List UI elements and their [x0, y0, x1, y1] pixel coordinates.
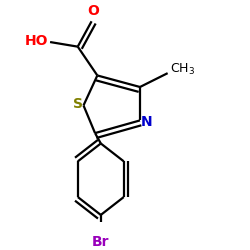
Text: N: N: [140, 114, 152, 128]
Text: S: S: [73, 97, 83, 111]
Text: O: O: [87, 4, 99, 18]
Text: Br: Br: [92, 234, 110, 248]
Text: HO: HO: [24, 34, 48, 48]
Text: CH$_3$: CH$_3$: [170, 62, 195, 77]
